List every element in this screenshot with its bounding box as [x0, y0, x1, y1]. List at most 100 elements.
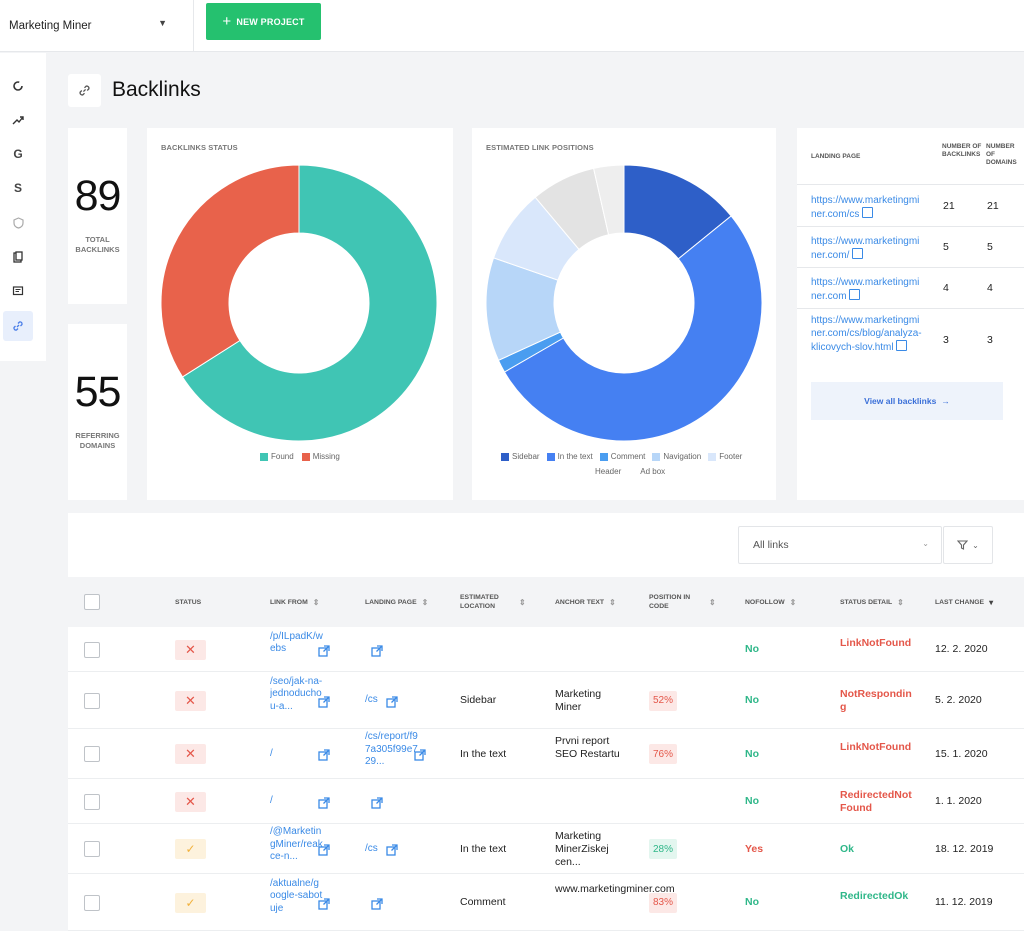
external-link-icon[interactable] — [371, 897, 384, 910]
col-position-in-code[interactable]: POSITION IN CODE ⇕ — [649, 577, 719, 627]
row-checkbox[interactable] — [84, 793, 100, 810]
sidebar-item-pages[interactable] — [3, 242, 33, 272]
sort-icon: ⇕ — [519, 597, 526, 607]
legend-item-header[interactable]: Header — [595, 467, 621, 476]
nofollow-value: No — [745, 747, 759, 760]
new-project-button[interactable]: + NEW PROJECT — [206, 3, 321, 40]
sidebar-item-google[interactable]: G — [3, 139, 33, 169]
legend-item-sidebar[interactable]: Sidebar — [501, 452, 540, 461]
external-link-icon[interactable] — [318, 748, 331, 761]
shield-icon — [12, 217, 24, 229]
external-link-icon[interactable] — [862, 207, 874, 218]
lp-url-text: https://www.marketingminer.com — [811, 277, 920, 302]
legend-label: Navigation — [663, 452, 702, 461]
legend-item-comment[interactable]: Comment — [599, 452, 645, 461]
lp-url-link[interactable]: https://www.marketingminer.com/cs/blog/a… — [811, 314, 923, 354]
external-link-icon[interactable] — [386, 843, 399, 856]
external-link-icon[interactable] — [318, 796, 331, 809]
landing-page-link[interactable]: /cs — [365, 842, 378, 854]
legend-item-navigation[interactable]: Navigation — [652, 452, 701, 461]
comment-icon — [12, 286, 24, 296]
legend-label: Ad box — [640, 467, 666, 476]
link-from[interactable]: / — [270, 795, 273, 807]
row-checkbox[interactable] — [84, 894, 100, 911]
external-link-icon[interactable] — [852, 248, 864, 259]
legend-item-footer[interactable]: Footer — [708, 452, 742, 461]
trend-icon — [12, 116, 24, 125]
external-link-icon[interactable] — [849, 289, 861, 300]
links-filter-select[interactable]: All links ⌄ — [738, 526, 942, 564]
col-link-from[interactable]: LINK FROM ⇕ — [270, 577, 319, 627]
sidebar: G S — [0, 53, 46, 361]
sidebar-item-backlinks[interactable] — [3, 311, 33, 341]
legend-item-ad-box[interactable]: Ad box — [640, 467, 665, 476]
sort-icon: ⇕ — [709, 597, 716, 607]
col-label: LAST CHANGE — [935, 598, 985, 606]
col-last-change[interactable]: LAST CHANGE ▾ — [935, 577, 993, 627]
col-status[interactable]: STATUS — [175, 577, 201, 627]
close-icon: ✕ — [175, 639, 206, 660]
link-from[interactable]: /aktualne/google-sabotuje — [270, 877, 323, 914]
row-checkbox[interactable] — [84, 692, 100, 709]
sidebar-item-dashboard[interactable] — [3, 71, 33, 101]
sidebar-item-security[interactable] — [3, 208, 33, 238]
external-link-icon[interactable] — [386, 695, 399, 708]
lp-url-link[interactable]: https://www.marketingminer.com — [811, 276, 923, 303]
project-select[interactable]: Marketing Miner ▼ — [0, 0, 194, 52]
link-from[interactable]: /seo/jak-na-jednoduchou-a... — [270, 675, 323, 712]
donut-slice-ad-box[interactable] — [592, 165, 625, 236]
external-link-icon[interactable] — [318, 843, 331, 856]
link-from[interactable]: /p/ILpadK/webs — [270, 630, 323, 655]
external-link-icon[interactable] — [318, 695, 331, 708]
view-all-label: View all backlinks — [864, 396, 937, 406]
row-checkbox[interactable] — [84, 641, 100, 658]
donut-slice-found[interactable] — [181, 165, 437, 441]
sidebar-item-seznam[interactable]: S — [3, 173, 33, 203]
col-estimated-location[interactable]: ESTIMATED LOCATION ⇕ — [460, 577, 530, 627]
lp-backlinks: 21 — [943, 200, 955, 212]
table-row[interactable]: ✕ / /cs/report/f97a305f99e729... In the tex… — [68, 729, 1024, 779]
col-label: STATUS — [175, 598, 202, 606]
landing-page-link[interactable]: /cs — [365, 694, 378, 706]
lp-url-link[interactable]: https://www.marketingminer.com/cs — [811, 194, 923, 221]
top-bar: Marketing Miner ▼ + NEW PROJECT — [0, 0, 1024, 52]
view-all-backlinks-button[interactable]: View all backlinks → — [811, 382, 1003, 420]
legend-item-found[interactable]: Found — [260, 452, 294, 461]
table-row[interactable]: ✓ /@MarketingMiner/reakce-n... /cs In the t… — [68, 824, 1024, 874]
table-row[interactable]: ✕ /p/ILpadK/webs No LinkNotFound 12. 2. 2020 — [68, 627, 1024, 672]
anchor-text: www.marketingminer.com — [555, 883, 675, 895]
col-status-detail[interactable]: STATUS DETAIL ⇕ — [840, 577, 904, 627]
filter-button[interactable]: ⌄ — [943, 526, 993, 564]
landing-page-link[interactable]: /cs/report/f97a305f99e729... — [365, 731, 418, 767]
donut-slice-missing[interactable] — [161, 165, 300, 378]
legend-item-missing[interactable]: Missing — [301, 452, 340, 461]
select-all-checkbox[interactable] — [84, 594, 100, 610]
lp-url-link[interactable]: https://www.marketingminer.com/ — [811, 235, 923, 262]
external-link-icon[interactable] — [318, 897, 331, 910]
col-anchor-text[interactable]: ANCHOR TEXT ⇕ — [555, 577, 616, 627]
close-icon: ✕ — [175, 690, 206, 711]
table-row[interactable]: ✕ / No RedirectedNotFound 1. 1. 2020 — [68, 779, 1024, 824]
last-change-date: 5. 2. 2020 — [935, 694, 982, 706]
col-nofollow[interactable]: NOFOLLOW ⇕ — [745, 577, 796, 627]
row-checkbox[interactable] — [84, 746, 100, 762]
external-link-icon[interactable] — [371, 644, 384, 657]
table-header: STATUS LINK FROM ⇕ LANDING PAGE ⇕ ESTIMATE… — [68, 577, 1024, 627]
table-row[interactable]: ✕ /seo/jak-na-jednoduchou-a... /cs Sidebar M… — [68, 672, 1024, 729]
link-from[interactable]: /@MarketingMiner/reakce-n... — [270, 826, 323, 862]
donut-slice-in-the-text[interactable] — [503, 215, 762, 441]
col-landing-page[interactable]: LANDING PAGE ⇕ — [365, 577, 428, 627]
link-from[interactable]: / — [270, 747, 273, 759]
lp-backlinks: 5 — [943, 241, 949, 253]
external-link-icon[interactable] — [896, 340, 908, 351]
nofollow-value: No — [745, 694, 759, 706]
external-link-icon[interactable] — [318, 644, 331, 657]
pages-icon — [13, 251, 23, 263]
row-checkbox[interactable] — [84, 841, 100, 857]
sidebar-item-trend[interactable] — [3, 105, 33, 135]
legend-item-in-the-text[interactable]: In the text — [546, 452, 593, 461]
sidebar-item-comments[interactable] — [3, 276, 33, 306]
table-row[interactable]: ✓ /aktualne/google-sabotuje Comment www.mar… — [68, 874, 1024, 931]
external-link-icon[interactable] — [414, 748, 427, 761]
external-link-icon[interactable] — [371, 796, 384, 809]
